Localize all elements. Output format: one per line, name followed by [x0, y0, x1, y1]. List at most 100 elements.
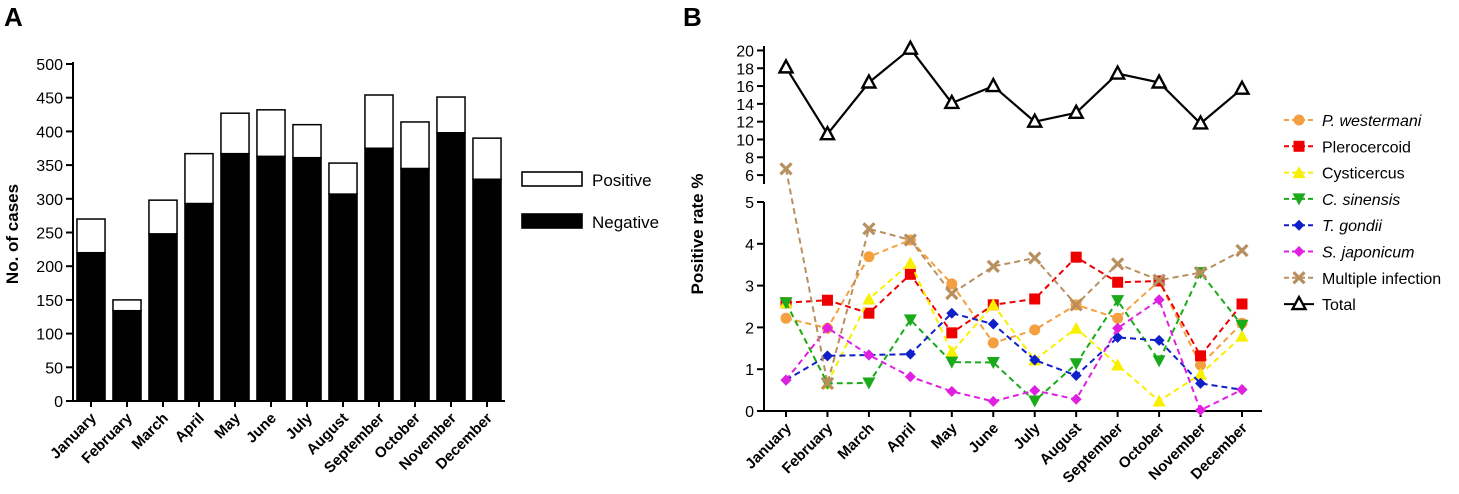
- panel-b-upper-y-tick-label: 16: [736, 79, 754, 96]
- legend-marker-cysticercus: [1292, 166, 1306, 179]
- point-c-sinensis-july: [1028, 395, 1042, 408]
- panel-a-y-tick-label: 350: [36, 158, 63, 175]
- bar-negative-may: [220, 152, 250, 402]
- bar-positive-june: [256, 109, 286, 158]
- legend-label-s-japonicum: S. japonicum: [1322, 245, 1415, 262]
- panel-b-upper-y-tick-label: 12: [736, 115, 754, 132]
- bar-negative-november: [436, 131, 466, 402]
- panel-a-y-tick-label: 100: [36, 327, 63, 344]
- panel-b-y-axis-title: Positive rate %: [688, 174, 707, 295]
- line-c-sinensis: [785, 270, 1243, 403]
- bar-negative-june: [256, 155, 286, 402]
- point-s-japonicum-september: [1112, 322, 1124, 334]
- point-t-gondii-june: [987, 318, 999, 330]
- point-s-japonicum-february: [821, 322, 833, 334]
- point-s-japonicum-december: [1236, 384, 1248, 396]
- panel-b-lower-y-tick-label: 1: [745, 362, 754, 379]
- legend-marker-t-gondii: [1293, 219, 1305, 231]
- legend-marker-plerocercoid: [1293, 140, 1305, 152]
- legend-label-total: Total: [1322, 297, 1356, 314]
- point-total-june: [984, 76, 1002, 93]
- point-multiple-infection-january: [779, 162, 793, 176]
- panel-a-y-tick-label: 300: [36, 192, 63, 209]
- point-cysticercus-december: [1235, 329, 1249, 342]
- bar-negative-december: [472, 178, 502, 402]
- point-c-sinensis-december: [1235, 319, 1249, 332]
- point-t-gondii-november: [1195, 377, 1207, 389]
- panel-a-y-tick-label: 150: [36, 293, 63, 310]
- point-cysticercus-august: [1069, 321, 1083, 334]
- point-t-gondii-october: [1153, 334, 1165, 346]
- point-multiple-infection-april: [903, 233, 917, 247]
- legend-marker-s-japonicum: [1293, 246, 1305, 257]
- point-total-december: [1233, 79, 1251, 95]
- point-p-westermani-june: [987, 337, 999, 349]
- bar-positive-may: [220, 112, 250, 155]
- panel-a-x-tick-label: June: [243, 410, 280, 447]
- point-c-sinensis-may: [945, 356, 959, 369]
- panel-b-lower-y-tick-label: 2: [745, 320, 754, 337]
- panel-b-upper-y-tick-label: 8: [745, 150, 754, 167]
- point-s-japonicum-august: [1070, 393, 1082, 405]
- panel-b-line-chart: 01234568101214161820JanuaryFebruaryMarch…: [736, 39, 1262, 487]
- bar-negative-october: [400, 167, 430, 402]
- panel-b-x-tick-label: June: [965, 420, 1002, 457]
- panel-a-y-tick-label: 400: [36, 124, 63, 141]
- legend-label-positive: Positive: [592, 171, 652, 190]
- point-cysticercus-may: [945, 345, 959, 358]
- point-total-march: [860, 72, 878, 89]
- panel-a-x-tick-label: March: [129, 410, 172, 453]
- point-plerocercoid-august: [1070, 251, 1082, 263]
- point-s-japonicum-april: [904, 371, 916, 383]
- bar-negative-march: [148, 233, 178, 402]
- point-plerocercoid-may: [946, 327, 958, 339]
- bar-negative-september: [364, 147, 394, 402]
- line-total: [785, 47, 1243, 136]
- bar-positive-february: [112, 299, 142, 312]
- point-s-japonicum-november: [1195, 404, 1207, 416]
- bar-negative-april: [184, 202, 214, 402]
- panel-b-x-tick-label: May: [928, 419, 961, 452]
- legend-label-t-gondii: T. gondii: [1322, 218, 1382, 235]
- point-p-westermani-march: [863, 251, 875, 263]
- point-multiple-infection-june: [986, 259, 1000, 274]
- legend-label-cysticercus: Cysticercus: [1322, 166, 1405, 183]
- bar-positive-april: [184, 152, 214, 205]
- bar-positive-september: [364, 94, 394, 149]
- panel-a-x-tick-label: May: [211, 409, 244, 442]
- panel-b-lower-y-tick-label: 5: [745, 195, 754, 212]
- line-p-westermani: [785, 238, 1243, 367]
- point-multiple-infection-august: [1069, 298, 1083, 312]
- bar-positive-october: [400, 121, 430, 170]
- bar-positive-august: [328, 162, 358, 195]
- point-s-japonicum-july: [1029, 385, 1041, 397]
- point-t-gondii-august: [1070, 369, 1082, 381]
- point-c-sinensis-august: [1069, 358, 1083, 371]
- point-t-gondii-april: [904, 348, 916, 360]
- point-total-may: [943, 93, 961, 110]
- point-total-february: [818, 124, 836, 141]
- point-multiple-infection-september: [1111, 257, 1125, 271]
- point-total-august: [1067, 103, 1085, 119]
- line-multiple-infection: [785, 168, 1243, 384]
- point-p-westermani-november: [1195, 359, 1207, 371]
- point-plerocercoid-march: [863, 307, 875, 319]
- point-multiple-infection-november: [1193, 266, 1208, 280]
- point-s-japonicum-january: [780, 374, 792, 386]
- bar-negative-august: [328, 193, 358, 402]
- point-cysticercus-june: [986, 298, 1000, 311]
- panel-b-upper-y-tick-label: 18: [736, 61, 754, 78]
- panel-a-y-tick-label: 250: [36, 226, 63, 243]
- point-cysticercus-april: [903, 256, 917, 269]
- legend-marker-multiple-infection: [1292, 271, 1306, 285]
- line-plerocercoid: [785, 255, 1243, 358]
- point-multiple-infection-october: [1152, 273, 1166, 287]
- panel-b-lower-y-tick-label: 3: [745, 279, 754, 296]
- bar-negative-january: [76, 251, 106, 402]
- point-cysticercus-september: [1111, 358, 1125, 371]
- series-total: [777, 39, 1251, 141]
- panel-a-y-tick-label: 0: [54, 394, 63, 411]
- panel-b-lower-y-tick-label: 0: [745, 404, 754, 421]
- bar-negative-july: [292, 156, 322, 402]
- point-plerocercoid-november: [1195, 350, 1207, 362]
